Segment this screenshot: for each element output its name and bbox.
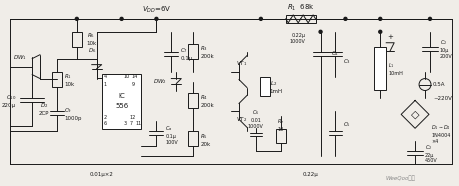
Circle shape [428, 17, 431, 20]
Text: $D_2$
2CP: $D_2$ 2CP [39, 101, 49, 116]
Circle shape [343, 17, 346, 20]
Text: 4: 4 [103, 74, 106, 79]
Text: 7: 7 [129, 121, 132, 126]
Text: $V_{DD}$=6V: $V_{DD}$=6V [141, 5, 171, 15]
Text: $C_3$: $C_3$ [343, 57, 351, 66]
Bar [101, 74, 141, 129]
Text: +: + [386, 34, 392, 40]
Bar [188, 94, 198, 108]
Circle shape [155, 17, 157, 20]
Text: $C_2$
10μ
200V: $C_2$ 10μ 200V [439, 39, 452, 59]
Text: $C_2$
22μ
450V: $C_2$ 22μ 450V [424, 143, 437, 163]
Circle shape [120, 17, 123, 20]
Text: ◇: ◇ [410, 109, 419, 119]
Text: 9: 9 [131, 82, 134, 87]
Text: $DW_1$: $DW_1$ [13, 53, 27, 62]
Bar [188, 131, 198, 146]
Bar [285, 15, 315, 23]
Circle shape [319, 30, 321, 33]
Text: 0.22μ
1000V: 0.22μ 1000V [289, 33, 305, 44]
Bar [374, 47, 386, 91]
Text: 6: 6 [103, 121, 106, 126]
Text: 0.01μ×2: 0.01μ×2 [90, 171, 113, 177]
Text: $C_9$
1000p: $C_9$ 1000p [64, 106, 81, 121]
Text: $C_6$
0.01
1000V: $C_6$ 0.01 1000V [247, 108, 263, 129]
Text: 1: 1 [103, 82, 106, 87]
Text: $C_7$
0.1μ: $C_7$ 0.1μ [180, 46, 192, 61]
Text: WeeQoo维库: WeeQoo维库 [384, 175, 414, 181]
Text: $D_1\sim D_4$
1N4004
×4: $D_1\sim D_4$ 1N4004 ×4 [430, 123, 450, 144]
Bar [72, 32, 82, 47]
Text: $C_5$: $C_5$ [343, 120, 351, 129]
Text: 2: 2 [103, 115, 106, 120]
Text: $L_1$
10mH: $L_1$ 10mH [387, 61, 402, 76]
Bar [259, 77, 269, 97]
Text: $R_1$  68k: $R_1$ 68k [286, 3, 314, 13]
Text: 3: 3 [123, 121, 126, 126]
Circle shape [378, 30, 381, 33]
Text: 0.5A: 0.5A [432, 82, 444, 87]
Text: $VT_2$: $VT_2$ [235, 115, 246, 124]
Text: $R_4$
200k: $R_4$ 200k [200, 93, 213, 108]
Circle shape [378, 17, 381, 20]
Text: $R_3$
200k: $R_3$ 200k [200, 44, 213, 59]
Text: 12: 12 [129, 115, 135, 120]
Circle shape [418, 78, 430, 91]
Text: $R_1$
10k: $R_1$ 10k [64, 72, 74, 87]
Text: $C_4$: $C_4$ [330, 49, 338, 58]
Bar [52, 72, 62, 86]
Text: $VT_1$: $VT_1$ [235, 59, 246, 68]
Text: 0.22μ: 0.22μ [302, 171, 318, 177]
Text: 10: 10 [123, 74, 129, 79]
Text: 14: 14 [131, 74, 138, 79]
Bar [188, 44, 198, 59]
Text: $C_{10}$
220μ: $C_{10}$ 220μ [2, 93, 16, 108]
Circle shape [259, 17, 262, 20]
Text: 556: 556 [115, 103, 128, 109]
Circle shape [75, 17, 78, 20]
Text: $R_e$
10: $R_e$ 10 [276, 117, 284, 132]
Text: $C_a$
0.1μ
100V: $C_a$ 0.1μ 100V [165, 124, 178, 145]
Text: IC: IC [118, 93, 125, 100]
Text: $R_6$
10k: $R_6$ 10k [87, 31, 97, 46]
Text: $R_5$
20k: $R_5$ 20k [200, 132, 210, 147]
Text: $L_2$
1mH: $L_2$ 1mH [269, 79, 282, 94]
Text: ~220V: ~220V [432, 96, 451, 101]
Text: $D_6$: $D_6$ [87, 46, 96, 55]
Text: $DW_2$: $DW_2$ [152, 77, 166, 86]
Bar [275, 129, 285, 143]
Text: 11: 11 [135, 121, 141, 126]
